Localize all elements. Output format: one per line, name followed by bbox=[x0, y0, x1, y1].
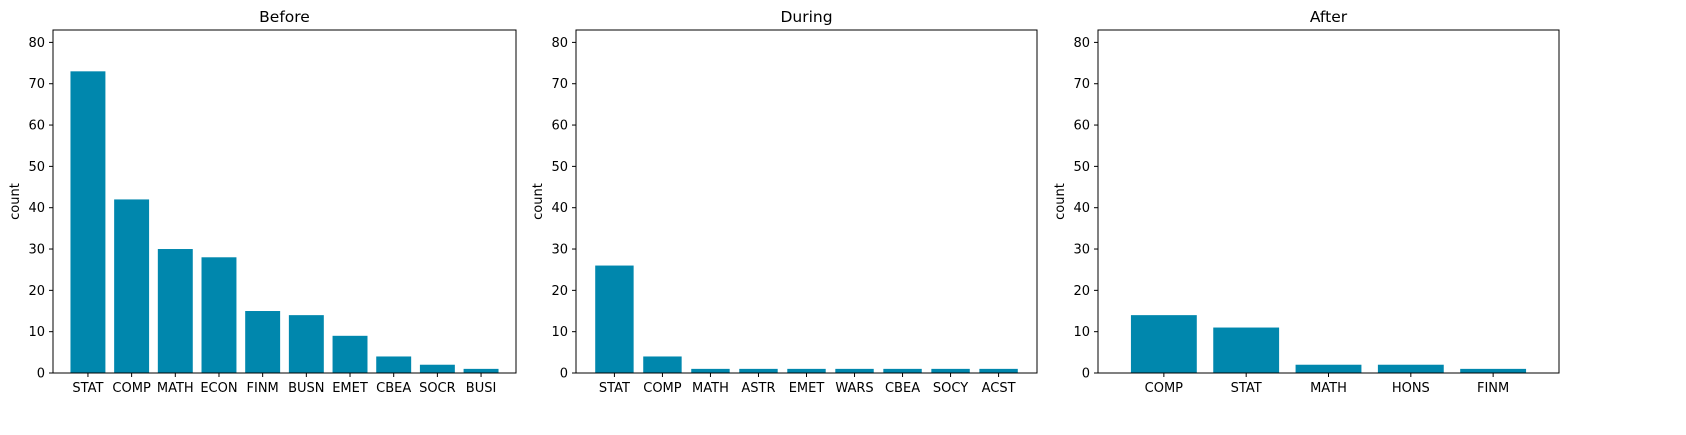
chart-panel-2: 0 10 20 30 40 50 60 70 80 COMP STAT MATH HONS FINM Aft… bbox=[1053, 8, 1560, 396]
bar-emet bbox=[787, 368, 826, 373]
bar-wars bbox=[835, 368, 874, 373]
chart-title: During bbox=[780, 8, 832, 26]
x-tick-label: ASTR bbox=[741, 381, 775, 396]
y-tick-label: 50 bbox=[551, 160, 568, 175]
x-tick-label: STAT bbox=[1231, 381, 1262, 396]
x-tick-label: COMP bbox=[1145, 381, 1184, 396]
y-tick-label: 30 bbox=[1073, 243, 1090, 258]
y-tick-label: 40 bbox=[1073, 201, 1090, 216]
bar-hons bbox=[1377, 364, 1444, 373]
bar-socr bbox=[419, 364, 455, 373]
x-tick-label: STAT bbox=[72, 381, 103, 396]
y-axis-label: count bbox=[1053, 183, 1068, 220]
x-tick-label: SOCY bbox=[933, 381, 968, 396]
y-tick-label: 0 bbox=[37, 367, 45, 382]
x-tick-label: HONS bbox=[1392, 381, 1430, 396]
x-tick-label: EMET bbox=[332, 381, 368, 396]
y-tick-label: 20 bbox=[551, 284, 568, 299]
x-tick-label: ACST bbox=[982, 381, 1016, 396]
bar-cbea bbox=[883, 368, 922, 373]
chart-title: Before bbox=[259, 8, 310, 26]
x-tick-label: COMP bbox=[112, 381, 151, 396]
chart-panel-0: 0 10 20 30 40 50 60 70 80 STAT COMP MATH ECON FINM BUS… bbox=[8, 8, 517, 396]
chart-title: After bbox=[1310, 8, 1348, 26]
bar-busn bbox=[288, 315, 324, 373]
bar-acst bbox=[979, 368, 1018, 373]
x-tick-label: MATH bbox=[1310, 381, 1347, 396]
y-tick-label: 80 bbox=[551, 36, 568, 51]
x-tick-label: SOCR bbox=[419, 381, 456, 396]
y-tick-label: 20 bbox=[1073, 284, 1090, 299]
bar-stat bbox=[595, 265, 634, 373]
y-tick-label: 50 bbox=[28, 160, 45, 175]
bar-astr bbox=[739, 368, 778, 373]
bar-stat bbox=[1213, 327, 1280, 373]
x-tick-label: FINM bbox=[247, 381, 279, 396]
x-tick-label: MATH bbox=[157, 381, 194, 396]
bar-finm bbox=[245, 311, 281, 373]
bar-comp bbox=[1130, 315, 1197, 373]
bar-comp bbox=[643, 356, 682, 373]
y-tick-label: 70 bbox=[1073, 77, 1090, 92]
y-tick-label: 20 bbox=[28, 284, 45, 299]
y-tick-label: 0 bbox=[1082, 367, 1090, 382]
y-tick-label: 60 bbox=[28, 119, 45, 134]
x-tick-label: BUSN bbox=[288, 381, 324, 396]
x-tick-label: WARS bbox=[835, 381, 873, 396]
bar-emet bbox=[332, 335, 368, 373]
y-axis-label: count bbox=[531, 183, 546, 220]
x-tick-label: STAT bbox=[599, 381, 630, 396]
x-tick-label: ECON bbox=[200, 381, 237, 396]
bar-econ bbox=[201, 257, 237, 373]
chart-panel-1: 0 10 20 30 40 50 60 70 80 STAT COMP MATH ASTR EMET WAR… bbox=[531, 8, 1038, 396]
y-tick-label: 0 bbox=[560, 367, 568, 382]
bar-comp bbox=[114, 199, 150, 373]
bar-socy bbox=[931, 368, 970, 373]
x-tick-label: MATH bbox=[692, 381, 729, 396]
y-tick-label: 30 bbox=[28, 243, 45, 258]
x-tick-label: EMET bbox=[789, 381, 825, 396]
bar-busi bbox=[463, 368, 499, 373]
x-tick-label: FINM bbox=[1477, 381, 1509, 396]
y-tick-label: 10 bbox=[1073, 325, 1090, 340]
bar-math bbox=[157, 249, 193, 373]
y-axis-label: count bbox=[8, 183, 23, 220]
y-tick-label: 60 bbox=[551, 119, 568, 134]
bar-cbea bbox=[376, 356, 412, 373]
y-tick-label: 40 bbox=[551, 201, 568, 216]
x-tick-label: CBEA bbox=[376, 381, 411, 396]
y-tick-label: 70 bbox=[28, 77, 45, 92]
x-tick-label: COMP bbox=[643, 381, 682, 396]
bar-finm bbox=[1460, 368, 1527, 373]
x-tick-label: BUSI bbox=[466, 381, 497, 396]
y-tick-label: 80 bbox=[28, 36, 45, 51]
y-tick-label: 60 bbox=[1073, 119, 1090, 134]
y-tick-label: 30 bbox=[551, 243, 568, 258]
y-tick-label: 70 bbox=[551, 77, 568, 92]
bar-math bbox=[691, 368, 730, 373]
y-tick-label: 10 bbox=[551, 325, 568, 340]
bar-math bbox=[1295, 364, 1362, 373]
axes-frame bbox=[52, 29, 517, 374]
y-tick-label: 50 bbox=[1073, 160, 1090, 175]
y-tick-label: 80 bbox=[1073, 36, 1090, 51]
x-tick-label: CBEA bbox=[885, 381, 920, 396]
y-tick-label: 10 bbox=[28, 325, 45, 340]
axes-frame bbox=[575, 29, 1038, 374]
bar-stat bbox=[70, 71, 106, 373]
y-tick-label: 40 bbox=[28, 201, 45, 216]
